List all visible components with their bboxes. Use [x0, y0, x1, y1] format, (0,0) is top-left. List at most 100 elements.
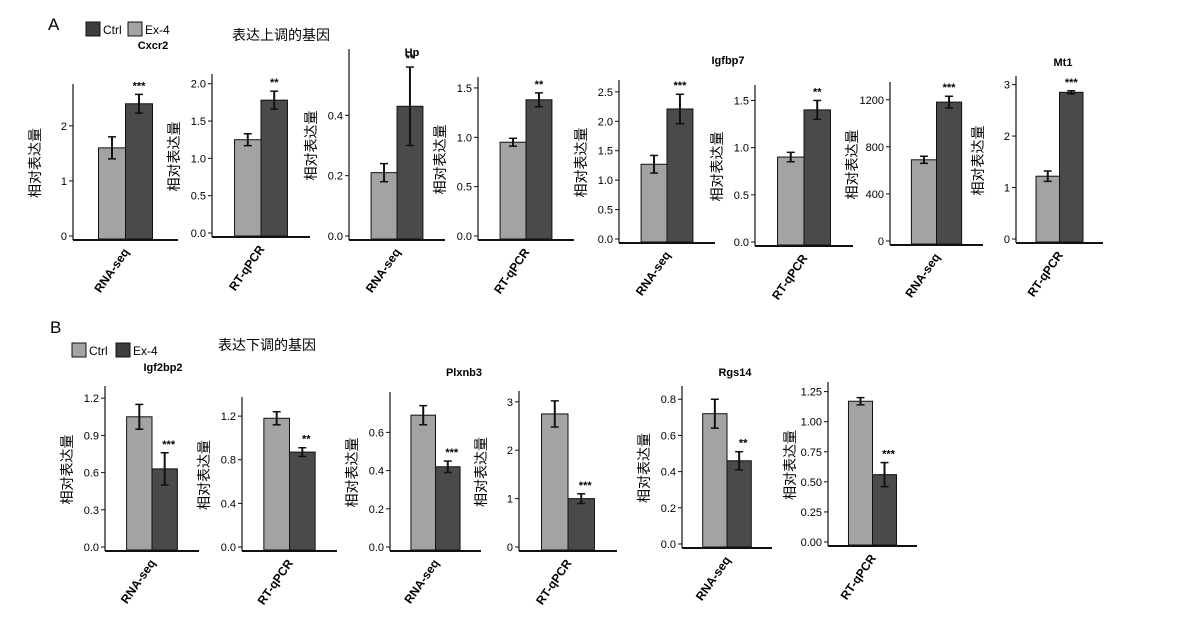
- bar-ex4: [289, 451, 316, 551]
- y-tick-label: 1.5: [457, 83, 472, 95]
- y-tick-label: 2: [61, 121, 67, 133]
- y-tick-label: 0.2: [328, 171, 343, 183]
- panel-b-title: 表达下调的基因: [218, 337, 316, 354]
- chart-9: 0.0 0.3 0.6 0.9 1.2 *** 相对表达量 RNA-seq Igf2bp2: [60, 362, 199, 606]
- significance-label: **: [813, 86, 822, 98]
- x-axis-label: RT-qPCR: [533, 556, 574, 607]
- x-axis-label: RNA-seq: [91, 246, 132, 296]
- y-axis-label: 相对表达量: [637, 433, 653, 503]
- bar-ex4: [1059, 91, 1084, 243]
- y-tick-label: 0.8: [221, 455, 236, 467]
- y-tick-label: 0.6: [84, 468, 99, 480]
- x-axis-label: RT-qPCR: [226, 242, 267, 293]
- y-tick-label: 0.0: [84, 542, 99, 554]
- bar-ex4: [726, 460, 752, 548]
- y-tick-label: 0.4: [369, 466, 384, 478]
- y-axis-label: 相对表达量: [304, 111, 320, 181]
- chart-10: 0.0 0.4 0.8 1.2 ** 相对表达量 RT-qPCR: [197, 397, 337, 607]
- x-axis-label: RT-qPCR: [255, 556, 296, 607]
- chart-4: 0.0 0.5 1.0 1.5 ** 相对表达量 RT-qPCR: [433, 77, 574, 296]
- y-tick-label: 3: [507, 397, 513, 409]
- y-tick-label: 0.50: [801, 477, 822, 489]
- significance-label: **: [270, 77, 279, 89]
- y-axis-label: 相对表达量: [345, 438, 361, 508]
- significance-label: ***: [882, 449, 896, 461]
- bar-ctrl: [1035, 175, 1061, 243]
- chart-13: 0.0 0.2 0.4 0.6 0.8 ** 相对表达量 RNA-seq Rgs14: [637, 367, 772, 603]
- y-tick-label: 1.2: [221, 411, 236, 423]
- bar-ctrl: [499, 141, 527, 240]
- chart-3: 0.0 0.2 0.4 ** 相对表达量 RNA-seq Hp: [304, 47, 445, 295]
- significance-label: **: [739, 438, 748, 450]
- gene-name-label: Rgs14: [718, 367, 752, 379]
- y-axis-label: 相对表达量: [783, 430, 799, 500]
- legend-swatch-ctrl: [85, 21, 101, 37]
- significance-label: **: [535, 79, 544, 91]
- y-tick-label: 0.0: [661, 539, 676, 551]
- y-axis-label: 相对表达量: [474, 437, 490, 507]
- y-tick-label: 0.3: [84, 505, 99, 517]
- x-axis-label: RNA-seq: [401, 557, 442, 607]
- panel-b-legend: Ctrl Ex-4: [71, 342, 158, 358]
- significance-label: ***: [445, 447, 459, 459]
- legend-label-ex4: Ex-4: [145, 23, 170, 37]
- y-tick-label: 0.4: [328, 110, 343, 122]
- bar-ex4: [803, 109, 831, 246]
- y-tick-label: 400: [866, 189, 884, 201]
- y-tick-label: 0.0: [457, 231, 472, 243]
- y-tick-label: 1: [1004, 183, 1010, 195]
- x-axis-label: RNA-seq: [363, 246, 404, 296]
- panel-a-letter: A: [48, 15, 60, 34]
- chart-8: 0 1 2 3 *** 相对表达量 RT-qPCR Mt1: [971, 57, 1103, 299]
- y-tick-label: 0: [878, 236, 884, 248]
- chart-12: 0 1 2 3 *** 相对表达量 RT-qPCR: [474, 391, 617, 607]
- y-tick-label: 1: [61, 176, 67, 188]
- bar-ex4: [260, 99, 288, 237]
- significance-label: ***: [1065, 77, 1079, 89]
- bar-ctrl: [370, 172, 398, 240]
- y-axis-label: 相对表达量: [574, 128, 590, 198]
- y-tick-label: 0.5: [734, 190, 749, 202]
- bar-ex4: [666, 108, 694, 243]
- y-tick-label: 0.8: [661, 394, 676, 406]
- y-axis-label: 相对表达量: [710, 132, 726, 202]
- gene-name-label: Igf2bp2: [143, 362, 182, 374]
- legend-swatch-ctrl: [71, 342, 87, 358]
- x-axis-label: RT-qPCR: [838, 551, 879, 602]
- bar-ex4: [125, 103, 153, 240]
- significance-label: ***: [674, 80, 688, 92]
- x-axis-label: RNA-seq: [902, 251, 943, 301]
- y-tick-label: 2: [1004, 131, 1010, 143]
- y-tick-label: 1.25: [801, 387, 822, 399]
- y-tick-label: 0.0: [221, 542, 236, 554]
- y-tick-label: 0.0: [369, 542, 384, 554]
- y-tick-label: 0.2: [661, 503, 676, 515]
- y-tick-label: 1.2: [84, 393, 99, 405]
- y-tick-label: 0.5: [191, 191, 206, 203]
- legend-swatch-ex4: [115, 342, 131, 358]
- bar-ctrl: [263, 417, 291, 551]
- panel-b-letter: B: [50, 318, 61, 337]
- x-axis-label: RT-qPCR: [769, 251, 810, 302]
- legend-label-ctrl: Ctrl: [103, 23, 122, 37]
- bar-ex4: [435, 466, 461, 551]
- y-axis-label: 相对表达量: [845, 130, 861, 200]
- y-axis-label: 相对表达量: [433, 125, 449, 195]
- y-tick-label: 1.0: [457, 132, 472, 144]
- y-tick-label: 0.6: [369, 427, 384, 439]
- bar-ctrl: [98, 147, 126, 240]
- x-axis-label: RT-qPCR: [491, 245, 532, 296]
- y-tick-label: 1.0: [191, 153, 206, 165]
- x-axis-label: RNA-seq: [118, 557, 159, 607]
- y-tick-label: 0.4: [661, 467, 676, 479]
- bar-ctrl: [541, 413, 569, 551]
- bar-ex4: [936, 101, 963, 245]
- legend-label-ex4: Ex-4: [133, 344, 158, 358]
- y-tick-label: 0.4: [221, 498, 236, 510]
- y-axis-label: 相对表达量: [197, 440, 213, 510]
- significance-label: ***: [943, 82, 957, 94]
- y-tick-label: 0.75: [801, 447, 822, 459]
- y-axis-label: 相对表达量: [167, 122, 183, 192]
- bar-ctrl: [777, 156, 805, 246]
- chart-2: 0.0 0.5 1.0 1.5 2.0 ** 相对表达量 RT-qPCR: [167, 74, 310, 293]
